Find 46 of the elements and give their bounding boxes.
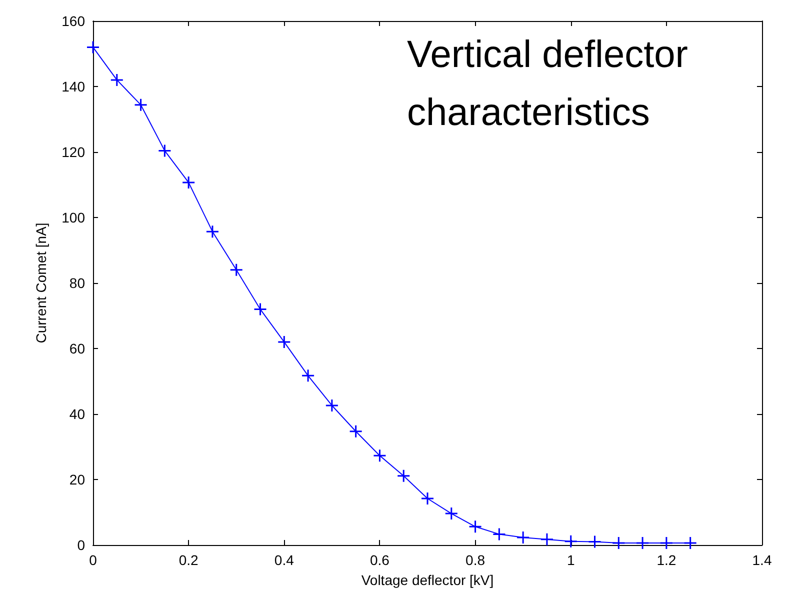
point: [86, 40, 100, 54]
y-axis-title: Current Comet [nA]: [33, 222, 49, 344]
point: [684, 536, 698, 550]
x-tick-label: 0: [89, 552, 98, 568]
point: [110, 73, 124, 87]
point: [468, 520, 482, 534]
point: [134, 98, 148, 112]
annotation: Vertical deflector characteristics: [407, 34, 698, 134]
point: [396, 469, 410, 483]
point: [516, 530, 530, 544]
y-tick-label: 160: [62, 13, 86, 29]
point: [158, 144, 172, 158]
point: [277, 335, 291, 349]
point: [588, 534, 602, 548]
point: [230, 263, 244, 277]
point: [540, 532, 554, 546]
y-tick-label: 140: [62, 78, 86, 94]
y-tick-label: 100: [62, 210, 86, 226]
x-tick-label: 0.8: [466, 552, 486, 568]
y-tick-label: 20: [69, 472, 86, 488]
point: [492, 527, 506, 541]
y-tick-label: 60: [69, 340, 86, 356]
x-tick-label: 1: [566, 552, 575, 568]
point: [349, 424, 363, 438]
point: [660, 536, 674, 550]
point: [612, 536, 626, 550]
point: [636, 536, 650, 550]
point: [206, 224, 220, 238]
point: [254, 302, 267, 316]
x-tick-label: 0.6: [370, 552, 390, 568]
x-tick-label: 0.4: [274, 552, 294, 568]
y-tick-label: 0: [77, 537, 86, 553]
x-tick-label: 1.2: [656, 552, 676, 568]
y-tick-label: 80: [69, 275, 86, 291]
x-axis-title: Voltage deflector [kV]: [361, 572, 494, 588]
x-tick-label: 0.2: [178, 552, 199, 568]
point: [325, 398, 339, 412]
y-tick-label: 40: [69, 406, 86, 422]
y-tick-label: 120: [62, 144, 86, 160]
point: [444, 506, 458, 520]
point: [182, 176, 196, 190]
point: [372, 448, 386, 462]
x-tick-label: 1.4: [752, 552, 772, 568]
point: [564, 534, 578, 548]
point: [420, 492, 434, 506]
point: [301, 368, 315, 382]
